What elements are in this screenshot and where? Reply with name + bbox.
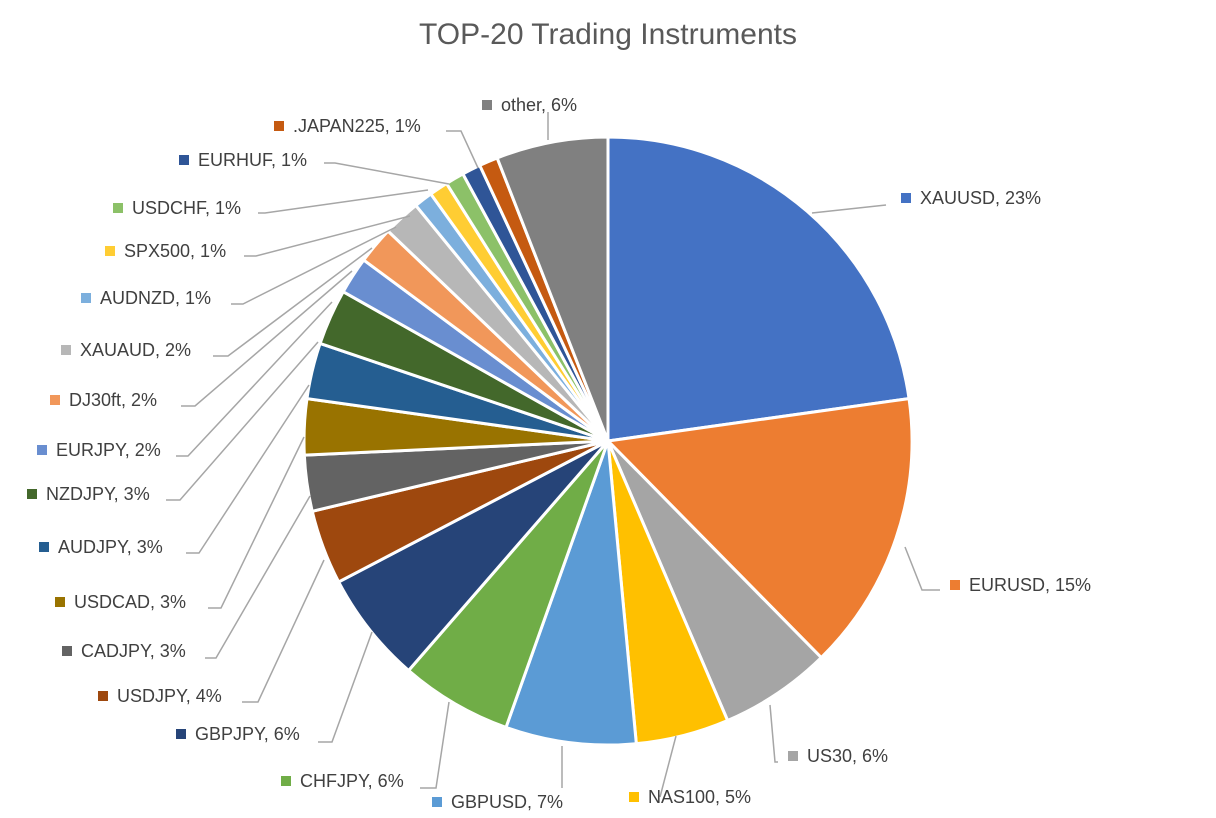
data-label-audjpy: AUDJPY, 3%: [58, 537, 163, 557]
data-label-usdjpy: USDJPY, 4%: [117, 686, 222, 706]
leader-line-cadjpy: [205, 495, 311, 659]
legend-key-usdchf: [113, 203, 123, 213]
data-label-eurusd: EURUSD, 15%: [969, 575, 1091, 595]
legend-key-other: [482, 100, 492, 110]
chart-title: TOP-20 Trading Instruments: [419, 18, 797, 51]
data-label-gbpjpy: GBPJPY, 6%: [195, 724, 300, 744]
legend-key-japan225: [274, 121, 284, 131]
pie-slices: [302, 135, 914, 747]
legend-key-eurjpy: [37, 445, 47, 455]
data-label-us30: US30, 6%: [807, 746, 888, 766]
data-label-spx500: SPX500, 1%: [124, 241, 226, 261]
leader-line-eurhuf: [324, 162, 450, 185]
leader-line-eurusd: [904, 546, 940, 591]
leader-line-eurjpy: [176, 301, 333, 457]
legend-key-eurusd: [950, 580, 960, 590]
data-label-cadjpy: CADJPY, 3%: [81, 641, 186, 661]
leader-line-japan225: [446, 130, 479, 169]
data-label-nas100: NAS100, 5%: [648, 787, 751, 807]
data-label-gbpusd: GBPUSD, 7%: [451, 792, 563, 812]
legend-key-audjpy: [39, 542, 49, 552]
legend-key-usdcad: [55, 597, 65, 607]
leader-line-audnzd: [231, 226, 397, 305]
legend-key-xauusd: [901, 193, 911, 203]
legend-key-gbpusd: [432, 797, 442, 807]
leader-line-audjpy: [186, 384, 310, 554]
data-label-eurjpy: EURJPY, 2%: [56, 440, 161, 460]
data-label-other: other, 6%: [501, 95, 577, 115]
legend-key-spx500: [105, 246, 115, 256]
data-labels: XAUUSD, 23% EURUSD, 15% US30, 6% NAS100, 5%…: [27, 95, 1091, 812]
pie-slice-eurusd: [604, 396, 914, 660]
data-label-audnzd: AUDNZD, 1%: [100, 288, 211, 308]
legend-key-us30: [788, 751, 798, 761]
pie-slice-other: [495, 135, 610, 442]
leader-lines: [166, 112, 940, 798]
leader-line-dj30ft: [181, 270, 353, 407]
legend-key-nas100: [629, 792, 639, 802]
legend-key-xauaud: [61, 345, 71, 355]
legend-key-audnzd: [81, 293, 91, 303]
data-label-japan225: .JAPAN225, 1%: [293, 116, 421, 136]
data-label-chfjpy: CHFJPY, 6%: [300, 771, 404, 791]
data-label-dj30ft: DJ30ft, 2%: [69, 390, 157, 410]
leader-line-nzdjpy: [166, 341, 319, 501]
leader-line-xauaud: [213, 247, 373, 357]
leader-line-nas100: [659, 735, 677, 798]
data-label-xauaud: XAUAUD, 2%: [80, 340, 191, 360]
pie-slice-gbpusd: [504, 440, 638, 747]
leader-line-xauusd: [811, 204, 887, 214]
data-label-usdcad: USDCAD, 3%: [74, 592, 186, 612]
legend-key-cadjpy: [62, 646, 72, 656]
legend-key-usdjpy: [98, 691, 108, 701]
data-label-nzdjpy: NZDJPY, 3%: [46, 484, 150, 504]
leader-line-gbpjpy: [318, 631, 373, 743]
leader-line-chfjpy: [420, 701, 450, 789]
leader-line-usdcad: [208, 436, 305, 609]
data-label-xauusd: XAUUSD, 23%: [920, 188, 1041, 208]
legend-key-gbpjpy: [176, 729, 186, 739]
leader-line-usdjpy: [242, 559, 325, 703]
leader-line-spx500: [244, 215, 411, 257]
legend-key-chfjpy: [281, 776, 291, 786]
leader-line-us30: [769, 704, 778, 763]
legend-key-eurhuf: [179, 155, 189, 165]
data-label-usdchf: USDCHF, 1%: [132, 198, 241, 218]
pie-slice-xauusd: [606, 135, 911, 443]
leader-line-usdchf: [258, 189, 429, 214]
data-label-eurhuf: EURHUF, 1%: [198, 150, 307, 170]
legend-key-nzdjpy: [27, 489, 37, 499]
legend-key-dj30ft: [50, 395, 60, 405]
